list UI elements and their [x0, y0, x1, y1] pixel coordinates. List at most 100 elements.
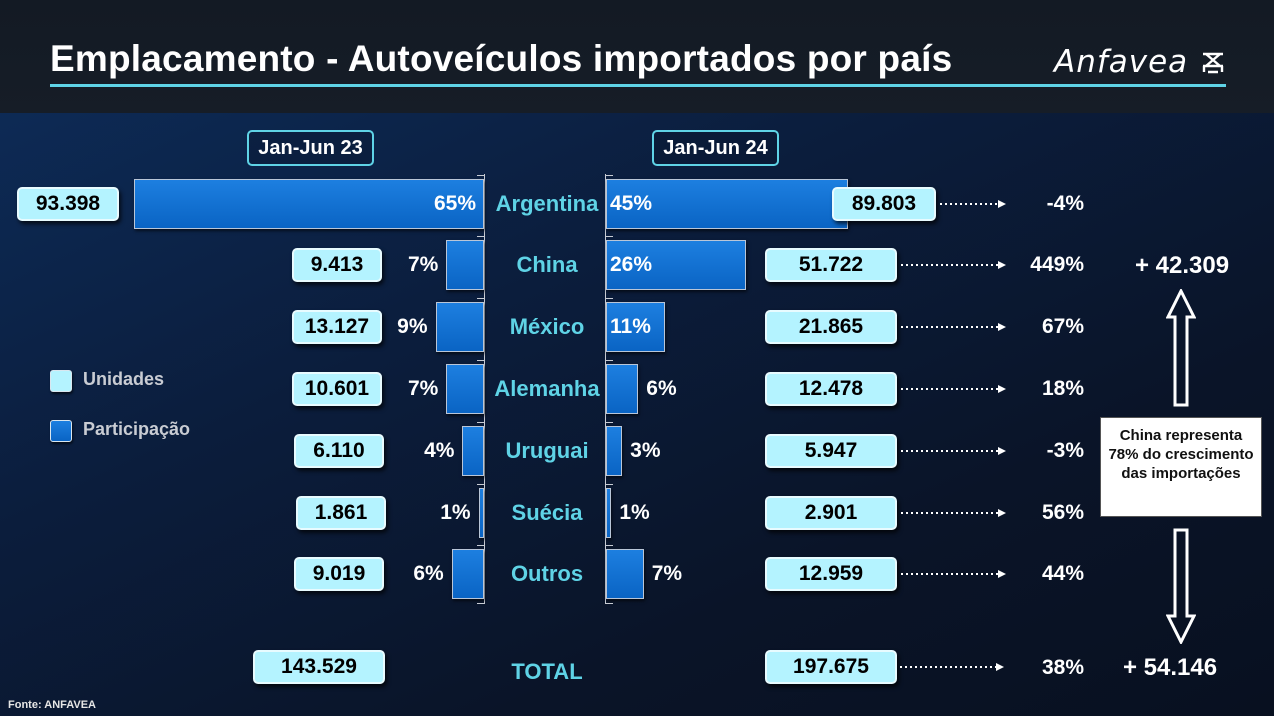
total-2024-box: 197.675: [765, 650, 897, 684]
bar-2024-outros: [606, 549, 644, 599]
units-2024-uruguai: 5.947: [765, 434, 897, 468]
bar-2024-mexico: [606, 302, 666, 352]
car-logo-icon: [1202, 52, 1224, 74]
axis-tick: [477, 545, 484, 546]
bar-2023-suecia: [478, 488, 484, 538]
units-2024-argentina: 89.803: [832, 187, 936, 221]
growth-suecia: 56%: [1041, 501, 1084, 524]
anfavea-logo: Anfavea: [1054, 44, 1189, 80]
share-2023-uruguai: 4%: [424, 439, 455, 462]
share-2023-mexico: 9%: [397, 315, 428, 338]
share-2023-suecia: 1%: [440, 501, 471, 524]
bar-2023-outros: [451, 549, 484, 599]
total-dotted-arrow: [900, 663, 1004, 671]
units-2023-mexico: 13.127: [292, 310, 382, 344]
share-2023-alemanha: 7%: [407, 377, 439, 400]
country-label-outros: Outros: [510, 561, 584, 586]
legend-label-unidades: Unidades: [83, 369, 165, 389]
country-label-suecia: Suécia: [511, 500, 583, 525]
growth-argentina: -4%: [1046, 192, 1084, 215]
bar-2024-argentina: [606, 179, 849, 229]
growth-outros: 44%: [1041, 562, 1084, 585]
units-2024-china: 51.722: [765, 248, 897, 282]
left-axis-line: [484, 174, 485, 604]
legend-swatch-unidades: [50, 370, 72, 392]
arrow-up-icon: [1166, 289, 1196, 407]
bar-2023-argentina: [134, 179, 484, 229]
units-2023-argentina: 93.398: [17, 187, 119, 221]
units-2023-suecia: 1.861: [296, 496, 386, 530]
axis-tick: [477, 298, 484, 299]
axis-tick: [606, 603, 613, 604]
country-label-uruguai: Uruguai: [505, 438, 589, 463]
legend-swatch-participacao: [50, 420, 72, 442]
dotted-arrow-china: [901, 261, 1006, 269]
share-2024-mexico: 11%: [610, 315, 651, 338]
growth-alemanha: 18%: [1041, 377, 1084, 400]
units-2024-alemanha: 12.478: [765, 372, 897, 406]
bar-2024-china: [606, 240, 746, 290]
axis-tick: [606, 545, 613, 546]
china-growth-note: China representa 78% do crescimento das …: [1100, 417, 1262, 517]
period-label-2023: Jan-Jun 23: [247, 130, 374, 166]
share-2024-suecia: 1%: [619, 501, 650, 524]
axis-tick: [477, 175, 484, 176]
units-2023-outros: 9.019: [294, 557, 384, 591]
share-2023-outros: 6%: [413, 562, 444, 585]
axis-tick: [477, 236, 484, 237]
total-label: TOTAL: [511, 659, 583, 684]
share-2024-outros: 7%: [651, 562, 683, 585]
dotted-arrow-alemanha: [901, 385, 1006, 393]
growth-uruguai: -3%: [1046, 439, 1084, 462]
total-increase-value: + 54.146: [1123, 654, 1218, 681]
units-2024-mexico: 21.865: [765, 310, 897, 344]
bar-2024-suecia: [606, 488, 612, 538]
period-label-2024: Jan-Jun 24: [652, 130, 779, 166]
total-2023-box: 143.529: [253, 650, 385, 684]
axis-tick: [606, 236, 613, 237]
units-2023-alemanha: 10.601: [292, 372, 382, 406]
dotted-arrow-mexico: [901, 323, 1006, 331]
dotted-arrow-outros: [901, 570, 1006, 578]
axis-tick: [477, 603, 484, 604]
legend-label-participacao: Participação: [83, 419, 191, 439]
dotted-arrow-uruguai: [901, 447, 1006, 455]
growth-china: 449%: [1030, 253, 1084, 276]
share-2023-china: 7%: [407, 253, 439, 276]
axis-tick: [477, 484, 484, 485]
bar-2023-mexico: [435, 302, 484, 352]
title-underline: [50, 84, 1226, 87]
axis-tick: [606, 484, 613, 485]
arrow-down-icon: [1166, 528, 1196, 644]
units-2024-outros: 12.959: [765, 557, 897, 591]
bar-2023-alemanha: [446, 364, 484, 414]
header-bar: [0, 0, 1274, 113]
units-2024-suecia: 2.901: [765, 496, 897, 530]
country-label-mexico: México: [509, 314, 585, 339]
share-2023-argentina: 65%: [433, 192, 476, 215]
bar-2024-uruguai: [606, 426, 623, 476]
bar-2024-alemanha: [606, 364, 639, 414]
total-growth: 38%: [1041, 656, 1084, 679]
china-increase-value: + 42.309: [1135, 252, 1230, 279]
bar-2023-uruguai: [462, 426, 484, 476]
axis-tick: [606, 298, 613, 299]
dotted-arrow-argentina: [940, 200, 1006, 208]
source-note: Fonte: ANFAVEA: [8, 699, 96, 711]
units-2023-uruguai: 6.110: [294, 434, 384, 468]
page-title: Emplacamento - Autoveículos importados p…: [50, 38, 953, 79]
axis-tick: [606, 175, 613, 176]
share-2024-uruguai: 3%: [630, 439, 661, 462]
dotted-arrow-suecia: [901, 509, 1006, 517]
country-label-china: China: [516, 252, 578, 277]
country-label-argentina: Argentina: [495, 191, 599, 216]
country-label-alemanha: Alemanha: [494, 376, 600, 401]
bar-2023-china: [446, 240, 484, 290]
axis-tick: [606, 360, 613, 361]
axis-tick: [477, 422, 484, 423]
share-2024-alemanha: 6%: [646, 377, 677, 400]
axis-tick: [477, 360, 484, 361]
axis-tick: [606, 422, 613, 423]
units-2023-china: 9.413: [292, 248, 382, 282]
share-2024-china: 26%: [610, 253, 653, 276]
